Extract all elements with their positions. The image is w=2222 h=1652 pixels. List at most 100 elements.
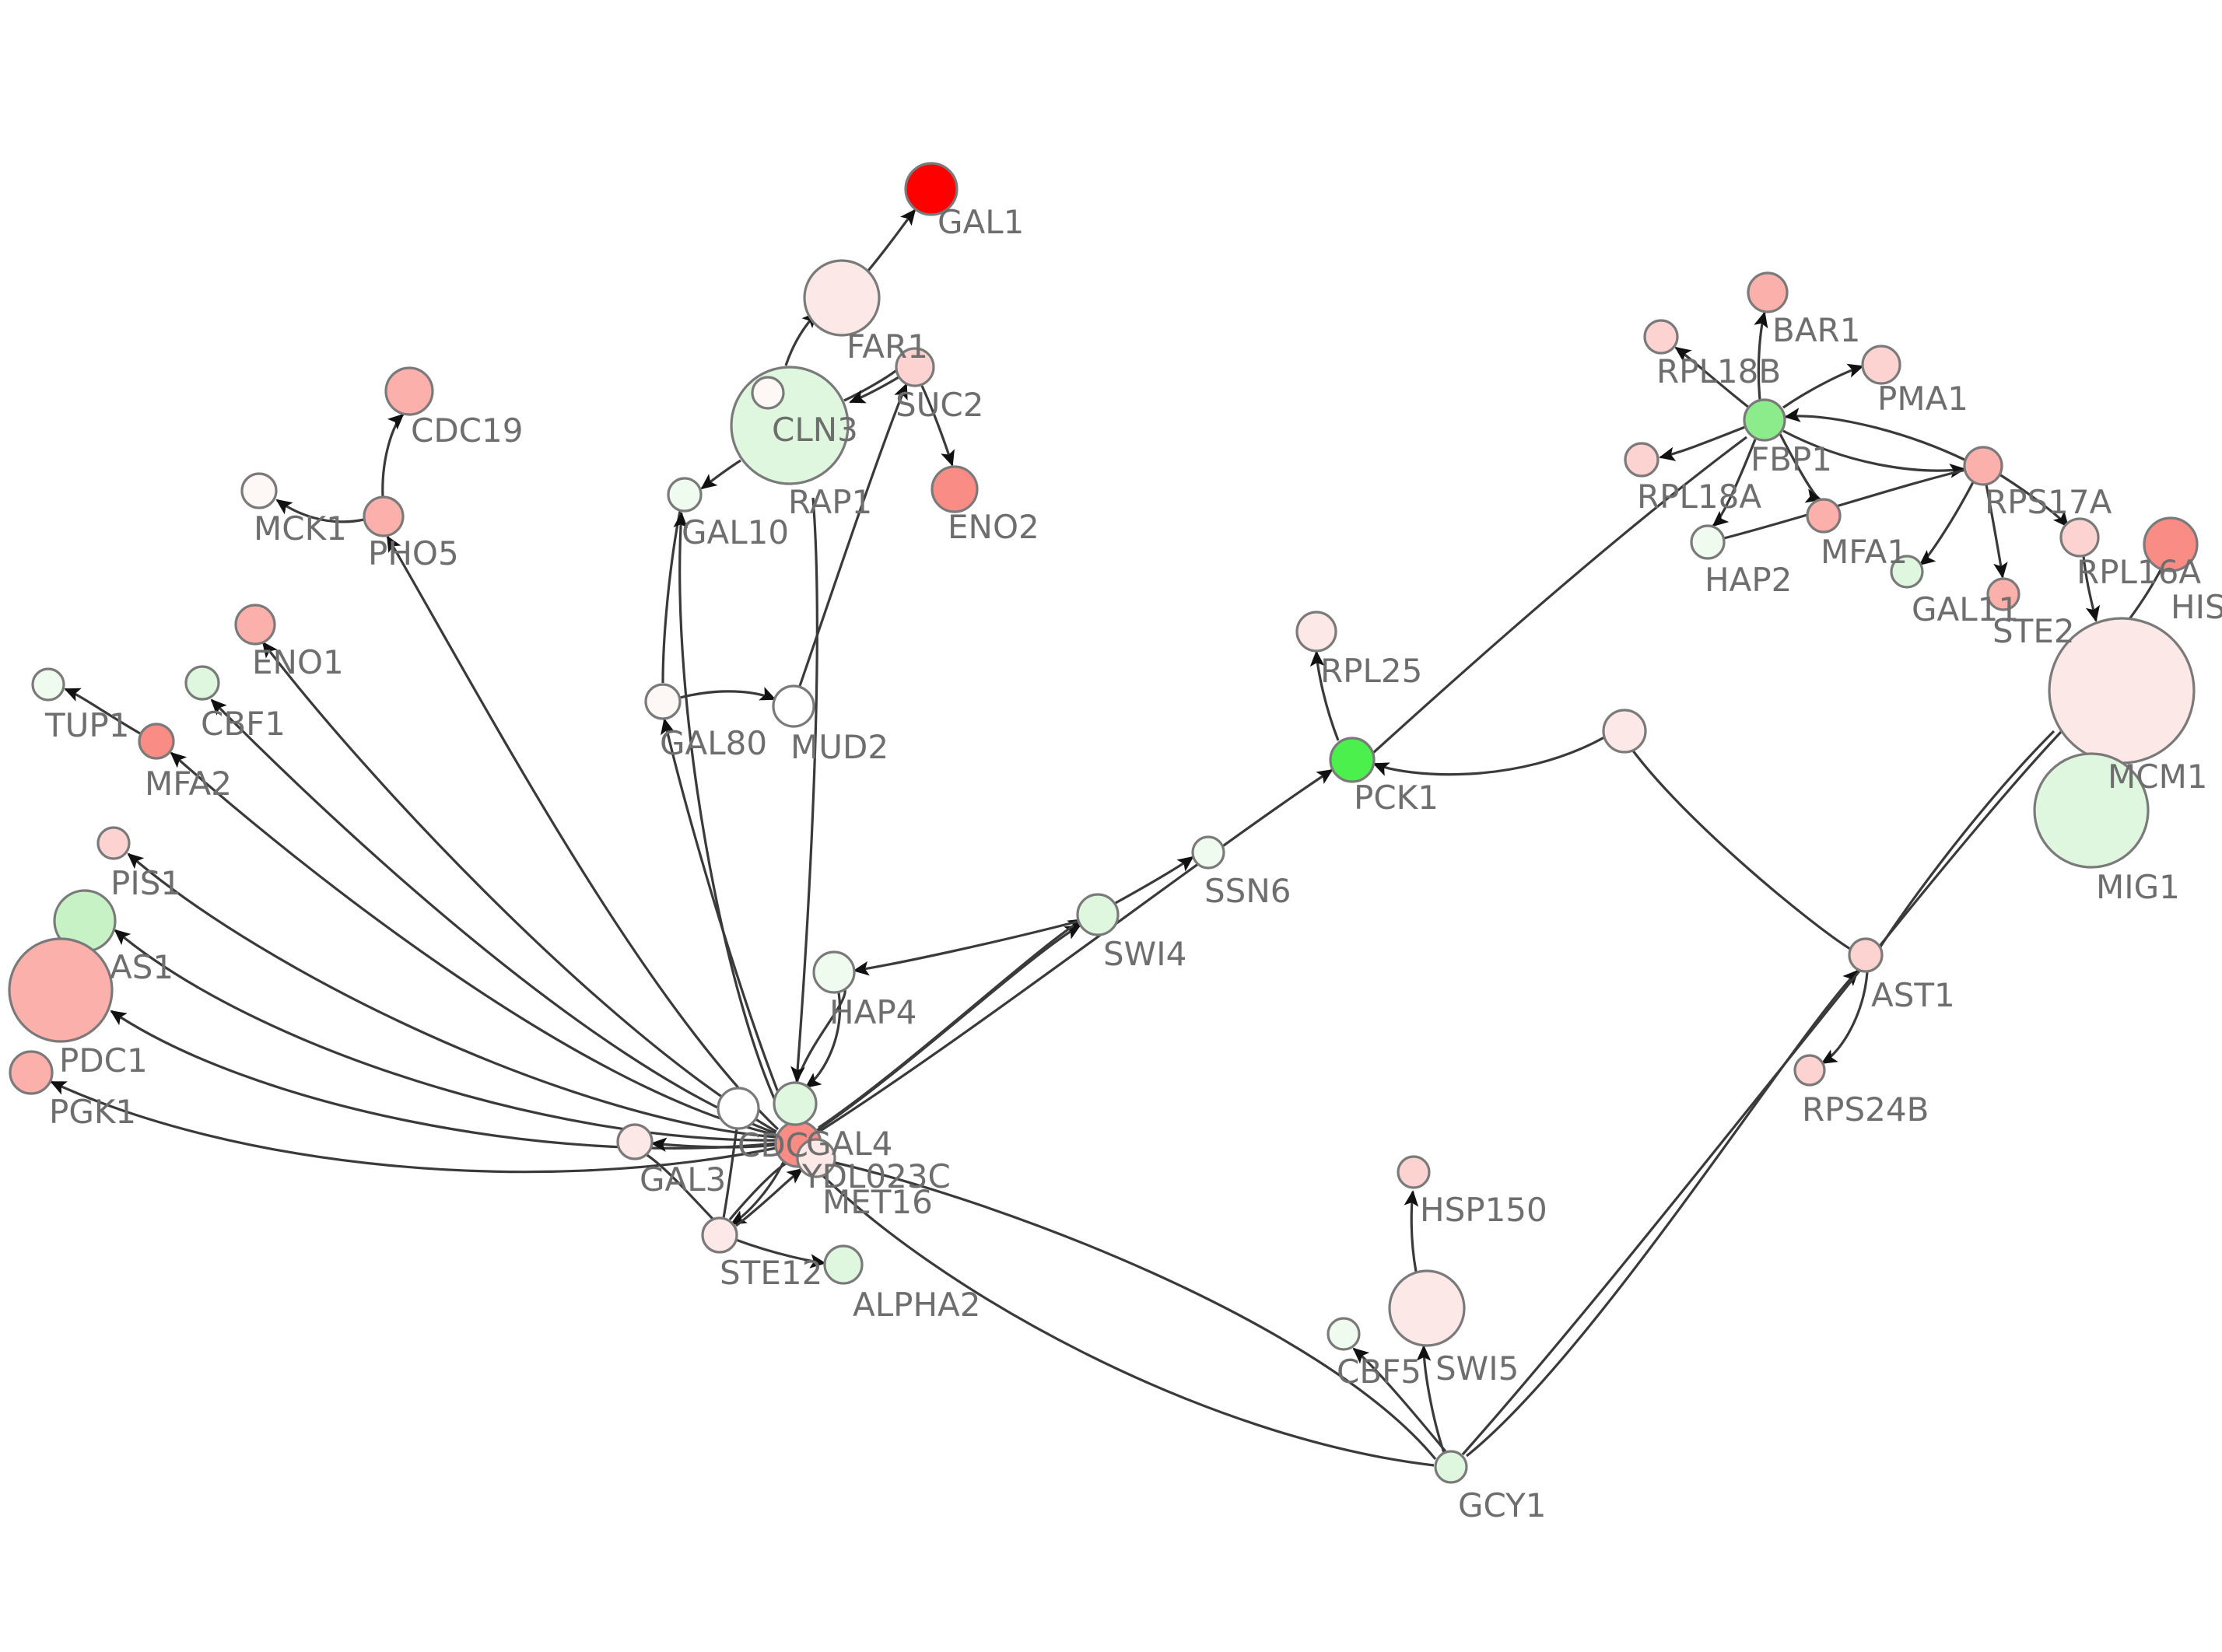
edge-RAP1-to-GAL4in[interactable] <box>790 497 818 1083</box>
edge-PHO5-to-CDC19[interactable] <box>381 413 405 498</box>
edge-GAL4-to-MFA2[interactable] <box>170 751 776 1136</box>
node-cbf5[interactable] <box>1327 1317 1361 1351</box>
edge-GCY1-to-CBF5[interactable] <box>1352 1347 1447 1453</box>
edge-FBP1-to-RPL18B[interactable] <box>1674 346 1750 409</box>
edge-RPS17A-to-FBP1[interactable] <box>1784 408 1967 462</box>
edge-STE12-to-CDC[interactable] <box>722 1128 738 1219</box>
node-rpl18a[interactable] <box>1624 442 1659 478</box>
edge-GAL4-to-PCK1[interactable] <box>815 768 1334 1136</box>
node-ast1[interactable] <box>1848 937 1884 973</box>
edge-RPS17A-to-GAL11[interactable] <box>1919 481 1975 566</box>
node-mig1[interactable] <box>2033 752 2150 869</box>
node-unl1[interactable] <box>1602 709 1647 754</box>
node-tup1[interactable] <box>31 667 65 702</box>
node-pho5[interactable] <box>363 495 405 537</box>
edge-GAL4-to-STE12[interactable] <box>730 1160 786 1226</box>
node-ydl023c[interactable] <box>796 1138 836 1178</box>
edge-UNL1-to-AST1[interactable] <box>1631 749 1851 950</box>
edge-FBP1-to-PMA1[interactable] <box>1782 363 1864 409</box>
node-gal80[interactable] <box>644 683 682 720</box>
edge-SUC2-to-CLN3[interactable] <box>849 376 899 404</box>
edge-STE12-to-GAL3[interactable] <box>645 1153 714 1220</box>
edge-AST1-to-RPS24B[interactable] <box>1821 971 1869 1065</box>
node-rps17a[interactable] <box>1963 446 2003 486</box>
node-hsp150[interactable] <box>1397 1155 1431 1189</box>
node-pdc1[interactable] <box>8 937 114 1043</box>
edge-PHO5-to-MCK1[interactable] <box>275 499 365 523</box>
node-mud2[interactable] <box>772 684 815 728</box>
edge-CLN3-to-SUC2[interactable] <box>843 367 899 402</box>
edge-GCY1-to-MCM1[interactable] <box>1461 730 2063 1456</box>
edge-SUC2-to-ENO2[interactable] <box>920 385 955 467</box>
edge-FBP1-to-MFA1[interactable] <box>1779 433 1822 503</box>
edge-FBP1-to-BAR1[interactable] <box>1754 311 1768 401</box>
edge-GAL4-to-AS1[interactable] <box>114 929 777 1142</box>
edge-GAL10-to-GAL80[interactable] <box>661 510 682 684</box>
node-cdc19[interactable] <box>384 366 434 416</box>
node-mck1[interactable] <box>240 472 278 509</box>
edge-RPS17A-to-RPL16A[interactable] <box>1999 473 2070 528</box>
edge-CLN3-to-GAL10[interactable] <box>700 459 741 490</box>
edge-SWI4-to-HAP4[interactable] <box>853 919 1081 976</box>
edge-HAP4-to-GAL4in[interactable] <box>804 992 841 1089</box>
edge-SWI5-to-HSP150[interactable] <box>1404 1190 1419 1272</box>
edge-HIS4-to-MCM1[interactable] <box>2128 568 2163 620</box>
edge-SWI4-to-SSN6[interactable] <box>1113 856 1194 905</box>
node-swi5[interactable] <box>1388 1269 1466 1347</box>
node-cbf1[interactable] <box>184 665 220 701</box>
node-pma1[interactable] <box>1861 345 1901 385</box>
edge-GAL4-to-MET16x[interactable] <box>818 1157 1437 1461</box>
node-pgk1[interactable] <box>9 1050 54 1095</box>
node-his4[interactable] <box>2143 516 2199 572</box>
edge-STE12-to-GAL4[interactable] <box>728 1160 790 1221</box>
edge-FBP1-to-RPS17A[interactable] <box>1782 429 1966 478</box>
edge-HAP2-to-RPS17A[interactable] <box>1723 468 1967 540</box>
node-mfa2[interactable] <box>138 723 175 760</box>
edge-GAL4-to-GCY1[interactable] <box>808 1160 1435 1467</box>
edge-MFA2-to-TUP1[interactable] <box>64 688 141 735</box>
node-gcy1[interactable] <box>1434 1450 1468 1484</box>
node-bar1[interactable] <box>1747 271 1789 313</box>
node-gal10[interactable] <box>667 477 703 513</box>
node-rpl16a[interactable] <box>2059 517 2100 558</box>
node-ste2[interactable] <box>1986 577 2020 611</box>
edge-GAL4-to-CBF1[interactable] <box>210 698 776 1135</box>
edge-RPS17A-to-STE2[interactable] <box>1985 484 2008 579</box>
edge-GAL4-to-PDC1[interactable] <box>110 1010 777 1150</box>
node-gal1[interactable] <box>904 162 959 216</box>
edge-UNL1-to-PCK1[interactable] <box>1372 736 1605 776</box>
edge-GAL4-to-GAL10[interactable] <box>673 512 787 1124</box>
node-pis1[interactable] <box>96 826 131 860</box>
edge-MUD2-to-SUC2[interactable] <box>798 383 908 687</box>
node-rpl25[interactable] <box>1295 611 1337 653</box>
edge-FBP1-to-RPL18A[interactable] <box>1659 425 1746 461</box>
node-eno2[interactable] <box>931 465 979 513</box>
edge-GCY1-to-SWI5[interactable] <box>1416 1345 1446 1454</box>
node-cln3in[interactable] <box>751 376 785 410</box>
node-ste12[interactable] <box>701 1216 738 1254</box>
node-ssn6[interactable] <box>1191 835 1225 870</box>
edge-GAL4-to-PGK1[interactable] <box>50 1080 777 1174</box>
edge-GAL4-to-SWI4b[interactable] <box>818 918 1085 1129</box>
edge-STE12-to-YDL023C[interactable] <box>735 1167 804 1227</box>
edge-GAL4-to-ENO1[interactable] <box>261 641 777 1133</box>
node-mfa1[interactable] <box>1806 498 1842 534</box>
node-alpha2[interactable] <box>823 1244 864 1285</box>
edge-FBP1-to-HAP2[interactable] <box>1712 439 1757 527</box>
edge-RPL16A-to-MCM1[interactable] <box>2082 555 2101 622</box>
node-far1[interactable] <box>803 259 881 337</box>
edge-GAL80-to-MUD2[interactable] <box>679 687 776 701</box>
edge-GCY1-to-AST1[interactable] <box>1465 969 1859 1458</box>
node-hap2[interactable] <box>1690 524 1726 560</box>
edge-FAR1-to-GAL1[interactable] <box>862 208 916 278</box>
node-cdc[interactable] <box>717 1087 760 1130</box>
edge-GAL4-to-GAL80[interactable] <box>661 718 792 1124</box>
node-pck1[interactable] <box>1329 737 1376 783</box>
node-gal4in[interactable] <box>773 1081 818 1126</box>
edge-PCK1-to-RPL25[interactable] <box>1309 650 1340 741</box>
node-eno1[interactable] <box>234 604 276 646</box>
node-gal3[interactable] <box>616 1123 654 1160</box>
node-rps24b[interactable] <box>1793 1054 1826 1087</box>
edge-STE12-to-ALPHA2[interactable] <box>735 1238 826 1269</box>
